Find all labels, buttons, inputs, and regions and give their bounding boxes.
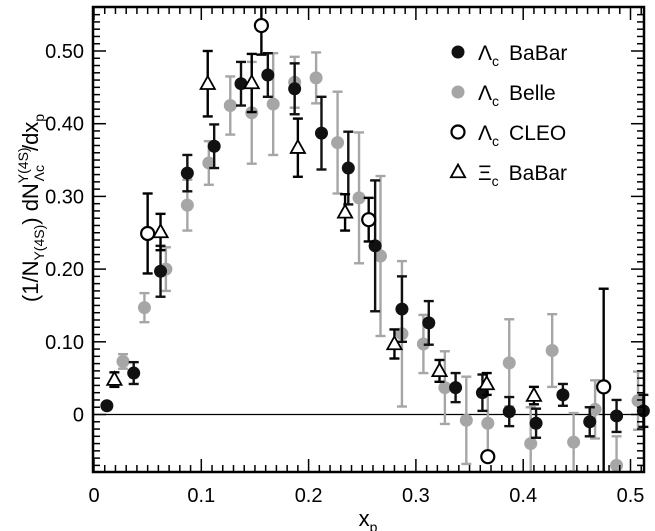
x-tick-label: 0.1 — [187, 485, 215, 507]
legend-label: Λc Belle — [478, 82, 556, 109]
data-point — [202, 156, 216, 170]
data-point — [529, 416, 543, 430]
data-point — [459, 413, 473, 427]
data-point — [154, 264, 168, 278]
data-point — [556, 388, 570, 402]
series-2 — [140, 7, 612, 472]
data-point — [481, 416, 495, 430]
x-tick-label: 0.4 — [509, 485, 537, 507]
data-point — [309, 71, 323, 85]
data-point — [480, 449, 496, 465]
y-tick-label: 0.20 — [45, 259, 84, 281]
data-point — [140, 225, 156, 242]
legend-item: Λc Belle — [451, 82, 556, 109]
data-point — [502, 356, 516, 370]
legend-item: Λc BaBar — [451, 42, 567, 69]
data-point — [583, 415, 597, 429]
series-0 — [100, 51, 650, 439]
data-point — [127, 366, 141, 380]
data-point — [361, 212, 377, 228]
data-point — [180, 166, 194, 180]
data-point — [524, 437, 538, 451]
x-tick-label: 0.5 — [617, 485, 645, 507]
legend-item: Λc CLEO — [450, 122, 566, 149]
series-1 — [116, 51, 645, 473]
data-point — [199, 74, 217, 90]
y-tick-label: 0.40 — [45, 114, 84, 136]
data-point — [253, 17, 269, 34]
data-point — [450, 124, 466, 140]
data-point — [100, 399, 114, 413]
data-point — [451, 85, 465, 99]
data-point — [373, 249, 387, 263]
data-point — [180, 198, 194, 212]
data-point — [261, 68, 275, 82]
legend-label: Λc BaBar — [478, 42, 567, 69]
series-3 — [105, 49, 543, 406]
data-point — [596, 379, 612, 395]
data-point — [478, 374, 496, 391]
data-point — [234, 77, 248, 91]
data-point — [341, 161, 355, 175]
data-point — [525, 386, 543, 402]
data-point — [266, 97, 280, 111]
data-point — [223, 99, 237, 113]
data-point — [567, 435, 581, 449]
data-point — [151, 222, 170, 239]
y-axis-label: (1/NΥ(4S)) dNΥ(4S)Λc/dxp — [15, 114, 47, 302]
data-point — [416, 337, 430, 351]
legend: Λc BaBar Λc Belle Λc CLEO Ξc BaBar — [449, 42, 567, 189]
ticks-layer: 0 0.1 0.2 0.3 0.4 0.500.100.200.300.400.50 — [45, 7, 644, 507]
legend-label: Λc CLEO — [478, 122, 566, 149]
data-point — [545, 344, 559, 358]
y-tick-label: 0 — [73, 405, 84, 427]
data-point — [207, 139, 221, 153]
data-point — [314, 126, 328, 140]
data-point — [438, 381, 452, 395]
data-point — [451, 45, 465, 59]
data-point — [352, 191, 366, 205]
data-point — [449, 162, 467, 179]
data-point — [137, 301, 151, 315]
y-tick-label: 0.50 — [45, 41, 84, 63]
data-point — [288, 82, 302, 96]
data-point — [502, 405, 516, 419]
data-point — [610, 409, 624, 423]
data-point — [449, 381, 463, 395]
x-tick-label: 0.2 — [295, 485, 323, 507]
x-tick-label: 0.3 — [402, 485, 430, 507]
legend-item: Ξc BaBar — [449, 162, 567, 189]
data-point — [243, 73, 261, 90]
x-tick-label: 0 — [88, 485, 99, 507]
data-point — [422, 316, 436, 330]
data-point — [610, 458, 624, 472]
legend-label: Ξc BaBar — [478, 162, 567, 189]
data-point — [385, 334, 404, 351]
y-tick-label: 0.10 — [45, 332, 84, 354]
data-point — [395, 302, 409, 316]
data-point — [336, 203, 354, 219]
data-layer — [100, 7, 650, 473]
y-tick-label: 0.30 — [45, 186, 84, 208]
x-axis-label: xp — [359, 506, 378, 531]
data-point — [105, 370, 124, 386]
data-point — [331, 136, 345, 150]
data-point — [116, 354, 130, 368]
data-point — [289, 138, 307, 154]
data-point — [430, 361, 449, 378]
